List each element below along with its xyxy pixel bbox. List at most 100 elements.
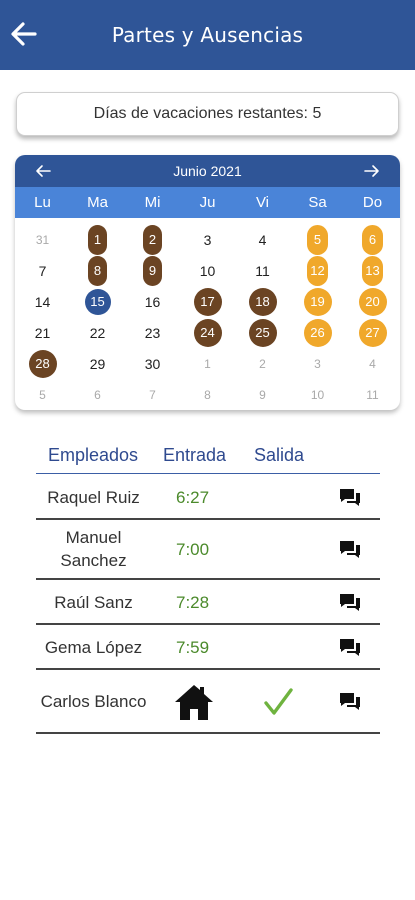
employee-row[interactable]: Raúl Sanz 7:28 [36, 580, 380, 625]
calendar-cell: 27 [345, 317, 400, 348]
entry-time: 6:27 [176, 487, 210, 507]
column-header-exit: Salida [254, 445, 305, 465]
calendar-cell: 3 [290, 348, 345, 379]
calendar-day[interactable]: 1 [204, 356, 211, 371]
calendar-day[interactable]: 20 [358, 287, 387, 316]
arrow-left-icon [36, 165, 51, 177]
calendar-cell: 12 [290, 255, 345, 286]
calendar-day[interactable]: 4 [258, 231, 267, 248]
calendar-day[interactable]: 21 [34, 324, 51, 341]
employee-name: Gema López [44, 637, 143, 657]
calendar-day[interactable]: 8 [88, 255, 107, 286]
chat-bubbles-icon[interactable] [338, 592, 362, 614]
calendar-cell: 25 [235, 317, 290, 348]
calendar-day[interactable]: 6 [362, 224, 383, 255]
calendar-day[interactable]: 28 [28, 349, 57, 378]
calendar-cell: 14 [15, 286, 70, 317]
calendar-day[interactable]: 9 [259, 387, 266, 402]
entry-time: 7:59 [176, 637, 210, 657]
calendar-day[interactable]: 24 [193, 318, 222, 347]
weekday-label: Ju [199, 194, 216, 211]
calendar-day[interactable]: 30 [144, 355, 161, 372]
calendar-day[interactable]: 3 [314, 356, 321, 371]
calendar-day[interactable]: 25 [248, 318, 277, 347]
chat-bubbles-icon[interactable] [338, 691, 362, 713]
calendar-cell: 31 [15, 224, 70, 255]
calendar-cell: 23 [125, 317, 180, 348]
calendar-cell: 4 [345, 348, 400, 379]
calendar-day[interactable]: 29 [89, 355, 106, 372]
calendar-day[interactable]: 15 [84, 288, 111, 315]
calendar-day[interactable]: 5 [39, 387, 46, 402]
chat-bubbles-icon[interactable] [338, 539, 362, 561]
calendar-day[interactable]: 12 [307, 255, 328, 286]
calendar-day[interactable]: 4 [369, 356, 376, 371]
weekday-label: Do [362, 194, 383, 211]
arrow-right-icon [364, 165, 379, 177]
calendar-day[interactable]: 6 [94, 387, 101, 402]
column-header-employees: Empleados [48, 445, 139, 465]
calendar-cell: 2 [125, 224, 180, 255]
calendar-cell: 5 [290, 224, 345, 255]
calendar-weekdays: Lu Ma Mi Ju Vi Sa Do [15, 187, 400, 218]
calendar-cell: 6 [70, 379, 125, 410]
employee-name: Raúl Sanz [54, 592, 133, 612]
calendar-day[interactable]: 1 [88, 224, 107, 255]
calendar-day[interactable]: 5 [307, 224, 328, 255]
calendar-day[interactable]: 18 [248, 287, 277, 316]
calendar-cell: 1 [70, 224, 125, 255]
calendar-day[interactable]: 13 [362, 255, 383, 286]
weekday-label: Ma [87, 194, 108, 211]
vacation-days-remaining: Días de vacaciones restantes: 5 [16, 92, 399, 136]
calendar-day[interactable]: 16 [144, 293, 161, 310]
calendar-day[interactable]: 27 [358, 318, 387, 347]
chat-bubbles-icon[interactable] [338, 487, 362, 509]
calendar-cell: 24 [180, 317, 235, 348]
checkmark-icon [263, 687, 293, 717]
calendar-day[interactable]: 11 [255, 262, 270, 279]
calendar-day[interactable]: 26 [303, 318, 332, 347]
calendar-cell: 18 [235, 286, 290, 317]
calendar-day[interactable]: 7 [149, 387, 156, 402]
calendar-day[interactable]: 2 [143, 224, 162, 255]
calendar-day[interactable]: 22 [89, 324, 106, 341]
calendar-day[interactable]: 8 [204, 387, 211, 402]
arrow-left-icon [11, 22, 37, 46]
chat-bubbles-icon[interactable] [338, 637, 362, 659]
calendar-cell: 20 [345, 286, 400, 317]
home-icon [173, 682, 215, 722]
employee-row[interactable]: Raquel Ruiz 6:27 [36, 475, 380, 520]
calendar-day[interactable]: 14 [34, 293, 51, 310]
calendar-cell: 7 [15, 255, 70, 286]
calendar-day[interactable]: 19 [303, 287, 332, 316]
next-month-button[interactable] [360, 159, 384, 183]
entry-time: 7:00 [176, 540, 210, 559]
calendar-cell: 13 [345, 255, 400, 286]
calendar-cell: 2 [235, 348, 290, 379]
calendar-cell: 7 [125, 379, 180, 410]
calendar-day[interactable]: 17 [193, 287, 222, 316]
calendar-day[interactable]: 2 [259, 356, 266, 371]
calendar-day[interactable]: 3 [203, 231, 212, 248]
calendar-day[interactable]: 9 [143, 255, 162, 286]
app-header: Partes y Ausencias [0, 0, 415, 70]
calendar-day[interactable]: 31 [35, 232, 50, 247]
calendar-day[interactable]: 7 [38, 262, 47, 279]
calendar-header: Junio 2021 [15, 155, 400, 187]
back-button[interactable] [6, 16, 42, 52]
calendar-cell: 9 [235, 379, 290, 410]
employee-row[interactable]: Carlos Blanco [36, 670, 380, 734]
employee-row[interactable]: Manuel Sanchez 7:00 [36, 520, 380, 580]
weekday-label: Lu [34, 194, 51, 211]
calendar-cell: 1 [180, 348, 235, 379]
calendar-day[interactable]: 10 [199, 262, 216, 279]
calendar-day[interactable]: 10 [310, 387, 325, 402]
calendar-cell: 30 [125, 348, 180, 379]
calendar-day[interactable]: 11 [366, 387, 379, 402]
prev-month-button[interactable] [31, 159, 55, 183]
employee-row[interactable]: Gema López 7:59 [36, 625, 380, 670]
calendar-cell: 17 [180, 286, 235, 317]
weekday-label: Vi [255, 194, 270, 211]
calendar-day[interactable]: 23 [144, 324, 161, 341]
page-title: Partes y Ausencias [111, 23, 304, 47]
